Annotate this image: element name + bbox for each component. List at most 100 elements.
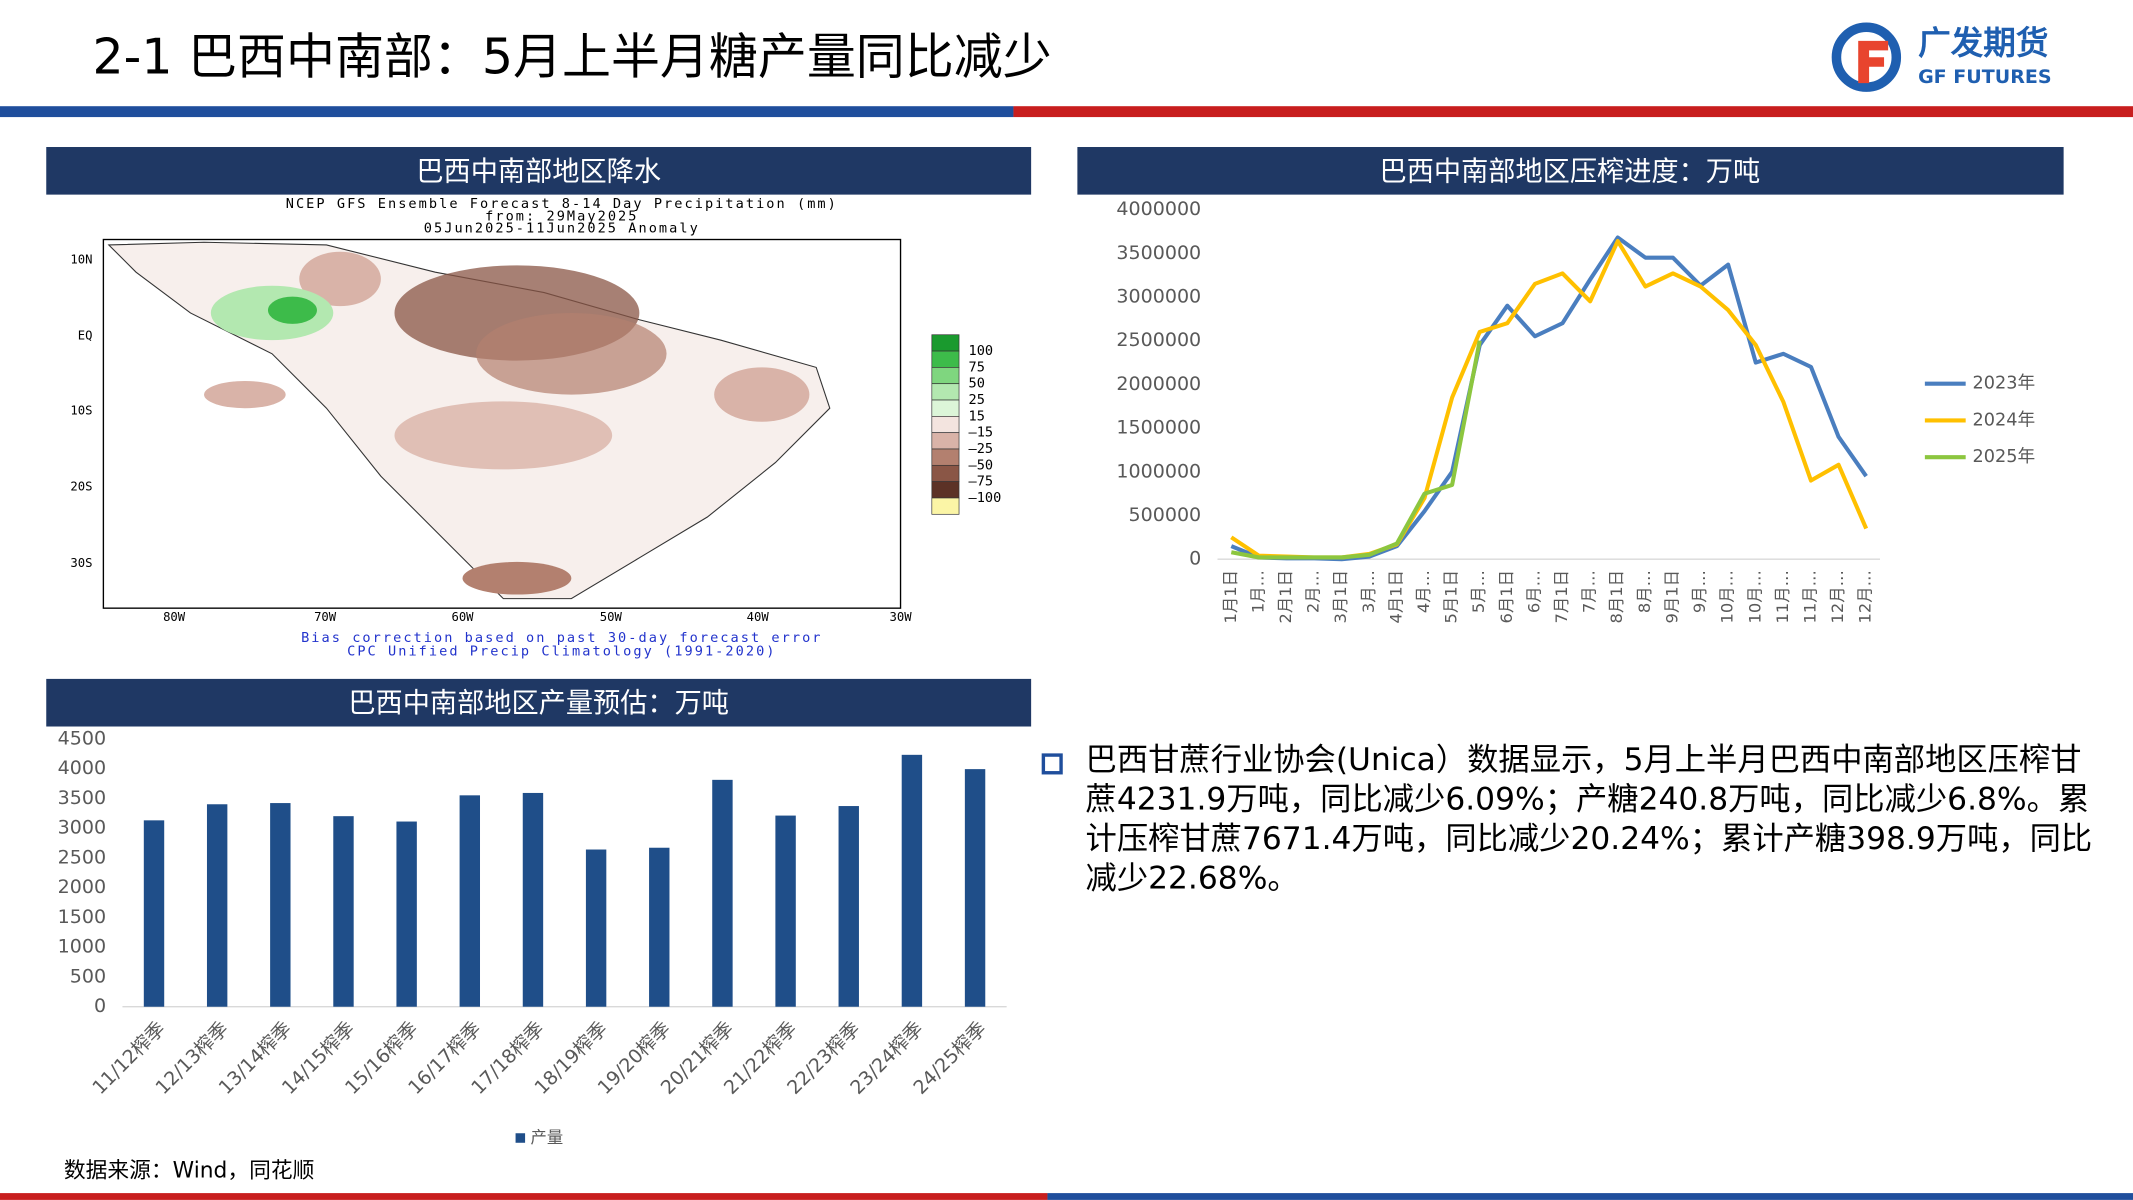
y-tick-label: 3500000 bbox=[1116, 242, 1201, 264]
y-tick-label: 500 bbox=[70, 965, 106, 987]
y-tick-label: 2000 bbox=[58, 876, 106, 898]
legend-swatch bbox=[931, 416, 960, 434]
y-tick-label: 1000000 bbox=[1116, 460, 1201, 482]
bar bbox=[838, 806, 859, 1007]
legend-swatch bbox=[931, 481, 960, 499]
bar bbox=[396, 821, 417, 1007]
x-tick-label: 12月… bbox=[1828, 570, 1847, 623]
bar bbox=[333, 816, 354, 1007]
legend-label: –75 bbox=[969, 474, 994, 490]
bullet-text: 巴西甘蔗行业协会(Unica）数据显示，5月上半月巴西中南部地区压榨甘蔗4231… bbox=[1085, 742, 2093, 897]
bar bbox=[964, 769, 986, 1007]
bullet-box: 巴西甘蔗行业协会(Unica）数据显示，5月上半月巴西中南部地区压榨甘蔗4231… bbox=[1085, 742, 2093, 897]
bar bbox=[206, 804, 228, 1007]
x-tick-label: 5月… bbox=[1469, 570, 1488, 613]
x-tick-label: 5月1日 bbox=[1442, 570, 1461, 623]
bar bbox=[649, 847, 670, 1007]
x-tick-label: 6月1日 bbox=[1497, 570, 1516, 623]
legend-swatch bbox=[931, 334, 960, 352]
map-heading: from: 29May2025 bbox=[485, 208, 638, 224]
legend-label: –25 bbox=[969, 441, 994, 457]
x-tick-label: 3月… bbox=[1359, 570, 1378, 613]
y-tick-label: 1000 bbox=[58, 936, 106, 958]
logo-ring bbox=[1831, 22, 1902, 92]
x-tick-label: 4月1日 bbox=[1386, 570, 1405, 623]
y-tick-label: 4500 bbox=[58, 727, 106, 749]
y-tick-label: 2000000 bbox=[1116, 373, 1201, 395]
y-tick-label: 2500 bbox=[58, 846, 106, 868]
y-tick-label: 4000000 bbox=[1116, 198, 1201, 220]
legend-label: 50 bbox=[969, 376, 985, 392]
y-tick-label: 0 bbox=[94, 995, 106, 1017]
legend-swatch bbox=[931, 464, 960, 482]
anomaly-area bbox=[462, 561, 572, 595]
legend-label: 75 bbox=[969, 359, 985, 375]
map-heading: 05Jun2025-11Jun2025 Anomaly bbox=[424, 221, 700, 237]
anomaly-area bbox=[394, 401, 613, 470]
bar bbox=[270, 803, 291, 1007]
logo-cn: 广发期货 bbox=[1918, 24, 2049, 62]
x-tick-label: 11月… bbox=[1773, 570, 1792, 623]
bar bbox=[522, 792, 544, 1007]
x-tick-label: 1月… bbox=[1248, 570, 1267, 613]
panel-title: 巴西中南部地区产量预估：万吨 bbox=[348, 688, 729, 719]
bottom-rule bbox=[1047, 1193, 2133, 1200]
y-tick-label: 500000 bbox=[1129, 504, 1202, 526]
legend-label: 15 bbox=[969, 408, 985, 424]
y-tick-label: 3500 bbox=[58, 787, 106, 809]
x-tick-label: 12月… bbox=[1856, 570, 1875, 623]
lon-label: 40W bbox=[747, 610, 770, 624]
bar bbox=[585, 849, 607, 1007]
y-tick-label: 0 bbox=[1189, 548, 1201, 570]
legend-label: 25 bbox=[969, 392, 985, 408]
legend-swatch bbox=[931, 448, 960, 466]
panel-header bbox=[46, 147, 1032, 195]
x-tick-label: 2月1日 bbox=[1276, 570, 1295, 623]
bar bbox=[712, 779, 733, 1007]
x-tick-label: 4月… bbox=[1414, 570, 1433, 613]
map-footer: CPC Unified Precip Climatology (1991-202… bbox=[347, 644, 776, 660]
lon-label: 50W bbox=[600, 610, 623, 624]
legend-label: –100 bbox=[969, 490, 1002, 506]
lon-label: 80W bbox=[163, 610, 186, 624]
logo-mark bbox=[1858, 40, 1889, 84]
x-tick-label: 7月1日 bbox=[1552, 570, 1571, 623]
x-tick-label: 7月… bbox=[1580, 570, 1599, 613]
x-tick-label: 10月… bbox=[1718, 570, 1737, 623]
y-tick-label: 1500 bbox=[58, 906, 106, 928]
x-tick-label: 10月… bbox=[1745, 570, 1764, 623]
bottom-rule bbox=[0, 1193, 1048, 1200]
lon-label: 70W bbox=[314, 610, 337, 624]
panel-title: 巴西中南部地区压榨进度：万吨 bbox=[1380, 156, 1761, 187]
y-tick-label: 2500000 bbox=[1116, 329, 1201, 351]
panel-header bbox=[1077, 147, 2064, 195]
legend-swatch bbox=[931, 350, 960, 368]
top-rule bbox=[0, 106, 1014, 118]
source-note: 数据来源：Wind，同花顺 bbox=[64, 1158, 314, 1183]
bar bbox=[143, 820, 165, 1007]
x-tick-label: 11月… bbox=[1800, 570, 1819, 623]
legend-label: 100 bbox=[969, 343, 994, 359]
legend-label: 2024年 bbox=[1972, 409, 2035, 430]
x-tick-label: 3月1日 bbox=[1331, 570, 1350, 623]
legend-swatch bbox=[931, 367, 960, 385]
legend-label: –15 bbox=[969, 425, 994, 441]
map bbox=[102, 238, 902, 609]
anomaly-area bbox=[204, 380, 286, 409]
logo-en: GF FUTURES bbox=[1918, 66, 2052, 88]
legend-swatch bbox=[515, 1133, 526, 1143]
bar bbox=[775, 815, 796, 1007]
lat-label: 10S bbox=[70, 403, 92, 417]
legend-label: –50 bbox=[969, 457, 994, 473]
x-tick-label: 8月… bbox=[1635, 570, 1654, 613]
bar bbox=[459, 795, 481, 1007]
x-tick-label: 6月… bbox=[1524, 570, 1543, 613]
panel-title: 巴西中南部地区降水 bbox=[416, 156, 661, 187]
lat-label: 10N bbox=[70, 252, 92, 266]
x-tick-label: 1月1日 bbox=[1221, 570, 1240, 623]
legend-label: 产量 bbox=[531, 1128, 564, 1147]
x-tick-label: 8月1日 bbox=[1607, 570, 1626, 623]
anomaly-area bbox=[267, 296, 317, 324]
